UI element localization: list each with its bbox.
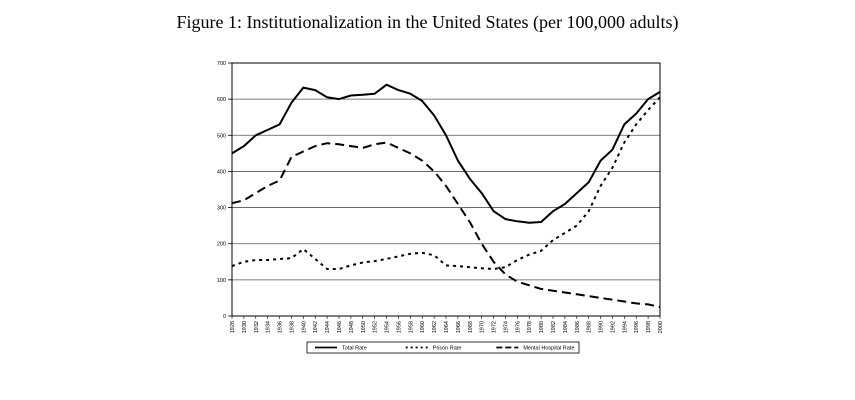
y-tick-label: 700 [217,61,226,67]
x-tick-label: 1994 [622,321,628,333]
x-tick-label: 1956 [396,321,402,333]
y-tick-label: 100 [217,278,226,284]
x-tick-label: 2000 [658,321,664,333]
x-tick-label: 1970 [480,321,486,333]
series-lines [231,83,661,308]
x-tick-label: 1930 [242,321,248,333]
x-tick-label: 1976 [515,321,521,333]
x-tick-label: 1992 [610,321,616,333]
x-tick-label: 1942 [313,321,319,333]
y-tick-label: 200 [217,242,226,248]
x-tick-label: 1984 [563,321,569,333]
x-tick-label: 1950 [361,321,367,333]
x-tick-label: 1940 [301,321,307,333]
y-tick-label: 600 [217,97,226,103]
x-tick-label: 1986 [575,321,581,333]
x-tick-label: 1954 [385,321,391,333]
x-tick-label: 1988 [587,321,593,333]
x-tick-label: 1928 [230,321,236,333]
y-tick-label: 500 [217,133,226,139]
x-tick-label: 1964 [444,321,450,333]
figure-title: Figure 1: Institutionalization in the Un… [176,12,679,32]
plot-area [231,62,661,317]
x-tick-label: 1978 [527,321,533,333]
x-tick-label: 1962 [432,321,438,333]
x-axis: 1928 1930 1932 1934 1936 1938 1940 1942 1944 1946… [230,316,664,333]
series-line-mental-hospital-rate [231,141,661,308]
x-tick-label: 1948 [349,321,355,333]
legend-label: Mental Hospital Rate [523,346,574,352]
x-tick-label: 1952 [373,321,379,333]
y-tick-label: 300 [217,206,226,212]
legend-label: Total Rate [342,346,367,352]
x-tick-label: 1960 [420,321,426,333]
series-line-prison-rate [231,96,661,270]
y-tick-label: 0 [223,314,226,320]
x-tick-label: 1946 [337,321,343,333]
series-line-total-rate [231,83,661,224]
x-tick-label: 1966 [456,321,462,333]
x-tick-label: 1932 [254,321,260,333]
legend-label: Prison Rate [433,346,462,352]
legend-box [306,341,580,354]
x-tick-label: 1980 [539,321,545,333]
x-tick-label: 1982 [551,321,557,333]
x-tick-label: 1936 [278,321,284,333]
x-tick-label: 1972 [492,321,498,333]
x-tick-label: 1990 [599,321,605,333]
gridlines [232,98,660,281]
x-tick-label: 1968 [468,321,474,333]
x-tick-label: 1934 [266,321,272,333]
x-tick-label: 1944 [325,321,331,333]
x-tick-label: 1958 [408,321,414,333]
x-tick-label: 1938 [289,321,295,333]
y-tick-label: 400 [217,169,226,175]
y-axis: 0 100 200 300 400 500 600 700 [217,61,232,320]
x-tick-label: 1998 [646,321,652,333]
x-tick-label: 1974 [503,321,509,333]
legend: Total Rate Prison Rate Mental Hospital Rat… [306,341,580,354]
x-tick-label: 1996 [634,321,640,333]
